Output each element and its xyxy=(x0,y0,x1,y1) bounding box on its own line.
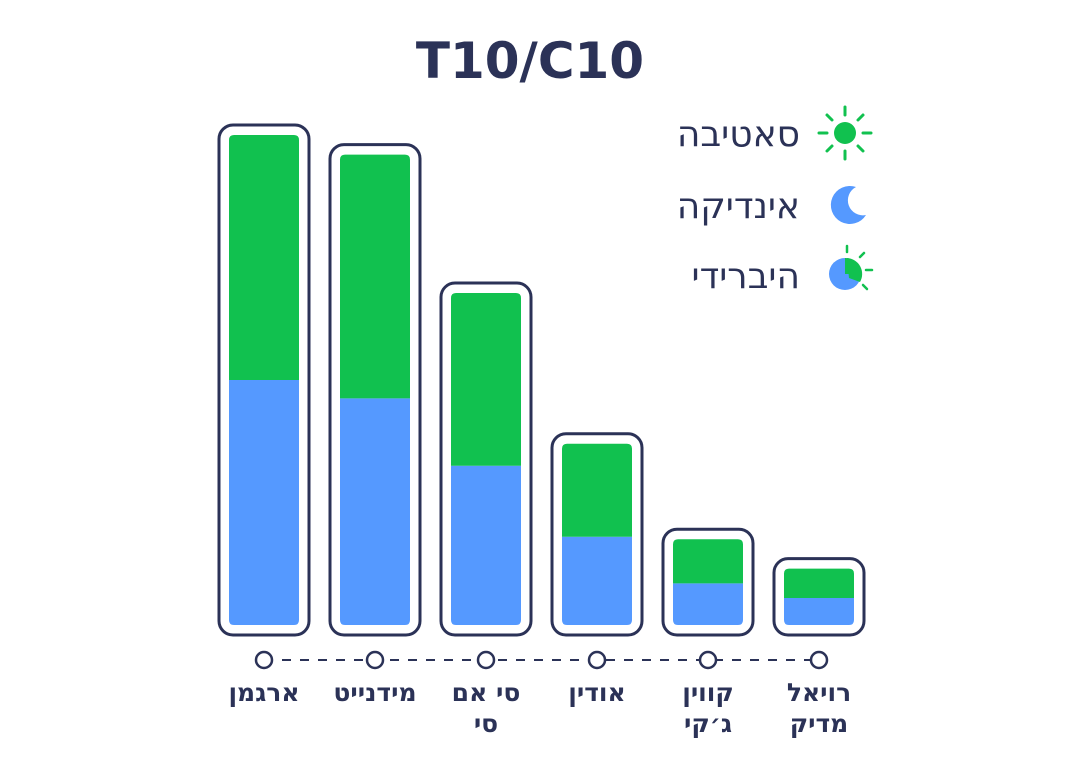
legend-label-sativa: סאטיבה xyxy=(677,114,800,155)
category-label: מידנייט xyxy=(333,678,416,707)
bar-frame xyxy=(328,143,422,637)
bar-frame xyxy=(550,432,644,637)
bar-frame xyxy=(217,123,311,637)
legend-label-hybrid: היברידי xyxy=(692,256,800,297)
legend-label-indica: אינדיקה xyxy=(677,186,800,227)
category-label: ארגמן xyxy=(228,678,299,707)
category-label: סי xyxy=(474,709,498,738)
category-label: ג׳קי xyxy=(684,709,732,738)
bar-frame xyxy=(772,557,866,637)
bar-segment xyxy=(562,443,632,537)
moon-icon xyxy=(830,185,866,224)
bar-segment xyxy=(451,465,521,625)
axis-marker xyxy=(365,650,385,670)
axis-marker xyxy=(254,650,274,670)
bar-segment xyxy=(673,539,743,584)
category-label: סי אם xyxy=(452,678,521,707)
axis-marker xyxy=(698,650,718,670)
legend: סאטיבה אינדיקה היברידי xyxy=(677,105,874,297)
bar-segment xyxy=(673,583,743,625)
bar-segment xyxy=(784,598,854,625)
axis-marker xyxy=(587,650,607,670)
bar-segment xyxy=(562,536,632,625)
axis-marker xyxy=(476,650,496,670)
category-label: מדיק xyxy=(790,709,849,738)
bar-segment xyxy=(340,398,410,625)
bar-segment xyxy=(340,154,410,399)
chart-title: T10/C10 xyxy=(416,32,644,90)
bar-frame xyxy=(661,527,755,637)
category-label: רויאל xyxy=(787,678,851,707)
axis-marker xyxy=(809,650,829,670)
bar-segment xyxy=(229,380,299,625)
category-label: קווין xyxy=(682,678,734,707)
category-label: אודין xyxy=(568,678,625,707)
bar-segment xyxy=(229,135,299,380)
hybrid-icon xyxy=(829,244,874,291)
bar-frame xyxy=(439,281,533,637)
bar-segment xyxy=(784,568,854,599)
bar-segment xyxy=(451,293,521,466)
bars xyxy=(217,123,866,637)
sun-icon xyxy=(817,105,873,161)
